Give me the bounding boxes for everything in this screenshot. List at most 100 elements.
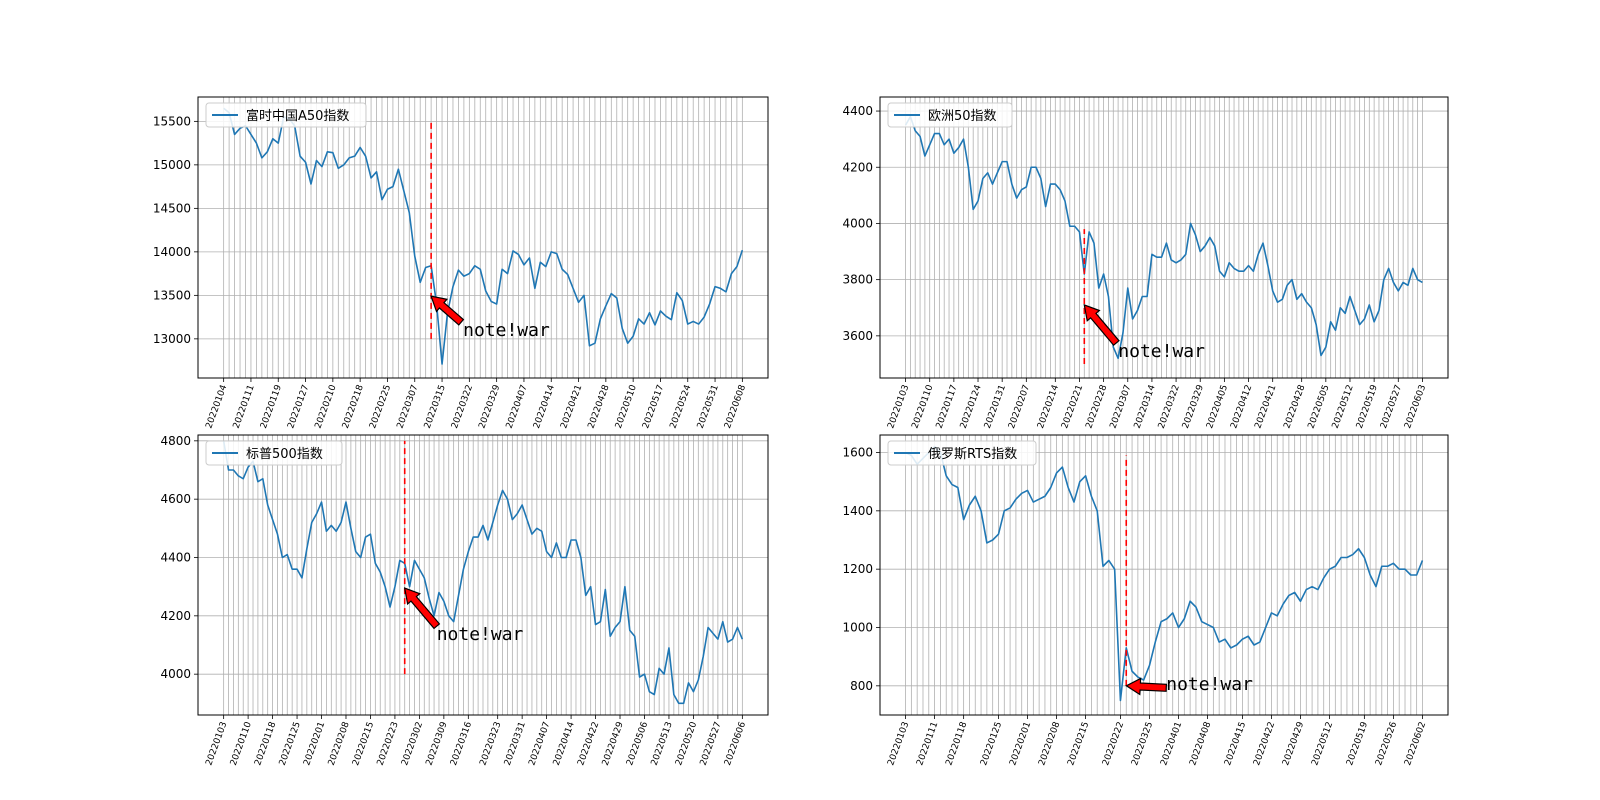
axes-frame xyxy=(197,434,769,716)
x-tick-label: 20220526 xyxy=(1374,720,1399,767)
annotation-text: note!war xyxy=(1118,341,1205,362)
x-tick-label: 20220415 xyxy=(1223,721,1248,767)
axes-frame xyxy=(879,434,1449,716)
x-tick-label: 20220117 xyxy=(935,384,960,430)
x-tick-label: 20220314 xyxy=(1133,383,1158,430)
x-tick-label: 20220315 xyxy=(423,384,448,430)
x-tick-label: 20220422 xyxy=(1252,721,1277,767)
legend-box xyxy=(205,440,343,466)
x-tick-label: 20220118 xyxy=(253,720,278,767)
x-tick-label: 20220307 xyxy=(1109,384,1134,430)
y-tick-label: 1200 xyxy=(842,562,873,576)
x-tick-label: 20220221 xyxy=(1060,384,1085,430)
y-tick-label: 14500 xyxy=(153,201,191,215)
x-tick-label: 20220421 xyxy=(559,384,584,430)
x-tick-label: 20220111 xyxy=(232,384,257,430)
legend-box xyxy=(887,440,1037,466)
x-tick-label: 20220307 xyxy=(396,384,421,430)
x-tick-label: 20220208 xyxy=(1037,720,1062,767)
y-tick-label: 4400 xyxy=(160,551,191,565)
x-tick-label: 20220531 xyxy=(696,384,721,430)
x-tick-label: 20220510 xyxy=(614,383,639,430)
x-tick-label: 20220401 xyxy=(1159,721,1184,767)
y-tick-label: 1000 xyxy=(842,621,873,635)
x-tick-label: 20220524 xyxy=(669,383,694,430)
x-tick-label: 20220408 xyxy=(1188,720,1213,767)
y-tick-label: 13500 xyxy=(153,288,191,302)
annotation-arrow xyxy=(1083,303,1120,347)
series-line xyxy=(904,115,1423,360)
x-tick-label: 20220331 xyxy=(503,721,528,767)
x-tick-label: 20220215 xyxy=(351,721,376,767)
x-tick-label: 20220302 xyxy=(400,721,425,767)
x-tick-label: 20220110 xyxy=(910,383,935,430)
y-tick-label: 4000 xyxy=(160,667,191,681)
x-tick-label: 20220428 xyxy=(587,383,612,430)
legend: 富时中国A50指数 xyxy=(205,102,367,128)
x-tick-label: 20220208 xyxy=(327,720,352,767)
x-tick-label: 20220214 xyxy=(1036,383,1061,430)
x-tick-label: 20220125 xyxy=(278,721,303,767)
x-tick-label: 20220512 xyxy=(1331,384,1356,430)
x-tick-label: 20220228 xyxy=(1084,383,1109,430)
y-tick-label: 4200 xyxy=(842,160,873,174)
annotation-text: note!war xyxy=(463,320,550,341)
annotation-arrow xyxy=(403,587,441,630)
x-tick-label: 20220606 xyxy=(723,720,748,767)
x-tick-label: 20220210 xyxy=(314,383,339,430)
x-tick-label: 20220223 xyxy=(376,721,401,767)
x-tick-label: 20220412 xyxy=(1229,384,1254,430)
axes-frame xyxy=(879,96,1449,379)
y-tick-label: 15000 xyxy=(153,158,191,172)
y-tick-label: 4000 xyxy=(842,216,873,230)
x-tick-label: 20220512 xyxy=(1310,721,1335,767)
x-tick-label: 20220222 xyxy=(1101,721,1126,767)
x-tick-label: 20220127 xyxy=(286,384,311,430)
x-tick-label: 20220603 xyxy=(1403,384,1428,430)
y-tick-label: 3600 xyxy=(842,329,873,343)
x-tick-label: 20220414 xyxy=(532,383,557,430)
annotation-text: note!war xyxy=(1166,674,1253,695)
x-tick-label: 20220407 xyxy=(505,384,530,430)
x-tick-label: 20220519 xyxy=(1345,720,1370,767)
legend-label: 俄罗斯RTS指数 xyxy=(928,447,1017,462)
legend-label: 欧洲50指数 xyxy=(928,109,997,124)
y-tick-label: 4600 xyxy=(160,492,191,506)
x-tick-label: 20220602 xyxy=(1403,721,1428,767)
x-tick-label: 20220225 xyxy=(368,384,393,430)
y-tick-label: 3800 xyxy=(842,273,873,287)
legend-box xyxy=(205,102,367,128)
x-tick-label: 20220421 xyxy=(1253,384,1278,430)
y-tick-label: 13000 xyxy=(153,332,191,346)
x-tick-label: 20220429 xyxy=(601,720,626,767)
x-tick-label: 20220429 xyxy=(1281,720,1306,767)
x-tick-label: 20220218 xyxy=(341,383,366,430)
x-tick-label: 20220407 xyxy=(527,721,552,767)
x-tick-label: 20220517 xyxy=(641,384,666,430)
series-line xyxy=(905,445,1424,702)
series-line xyxy=(222,440,744,705)
y-tick-label: 4400 xyxy=(842,104,873,118)
x-tick-label: 20220103 xyxy=(886,384,911,430)
legend-label: 富时中国A50指数 xyxy=(246,108,349,124)
x-tick-label: 20220513 xyxy=(650,721,675,767)
axes-frame xyxy=(197,96,769,379)
x-tick-label: 20220329 xyxy=(477,383,502,430)
legend: 俄罗斯RTS指数 xyxy=(887,440,1037,466)
x-tick-label: 20220104 xyxy=(204,383,229,430)
y-tick-label: 800 xyxy=(850,679,873,693)
x-tick-label: 20220428 xyxy=(1282,383,1307,430)
x-tick-label: 20220124 xyxy=(959,383,984,430)
y-tick-label: 4800 xyxy=(160,434,191,448)
x-tick-label: 20220506 xyxy=(625,720,650,767)
x-tick-label: 20220322 xyxy=(1157,384,1182,430)
x-tick-label: 20220608 xyxy=(723,383,748,430)
x-tick-label: 20220505 xyxy=(1307,384,1332,430)
legend-box xyxy=(887,102,1013,128)
x-tick-label: 20220131 xyxy=(983,384,1008,430)
